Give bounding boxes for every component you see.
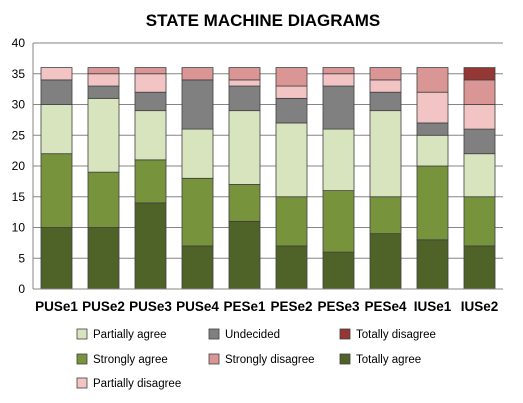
legend-swatch [76,328,88,340]
y-tick-label: 25 [12,128,26,142]
bar-segment [87,227,120,290]
bar-segment [228,220,261,290]
bar-segment [416,91,449,124]
legend-label: Strongly agree [93,354,168,366]
legend-swatch [208,353,220,365]
y-tick-label: 20 [12,159,26,173]
x-tick-label: PESe2 [270,299,312,314]
x-tick-label: IUSe1 [414,299,452,314]
bar-segment [369,233,402,290]
bar-segment [228,85,261,112]
bar-segment [134,91,167,112]
bar-segment [369,91,402,112]
bar-segment [40,79,73,105]
legend-label: Totally agree [356,354,421,366]
y-axis-ticks: 0 5 10 15 20 25 30 35 40 [12,36,26,296]
x-axis-ticks: PUSe1 PUSe2 PUSe3 PUSe4 PESe1 PESe2 PESe3 PESe4… [35,299,498,314]
legend-label: Partially disagree [93,378,181,390]
axes [32,43,503,290]
bar-segment [228,110,261,185]
bar-segment [87,171,120,228]
x-tick-label: PUSe2 [82,299,125,314]
bar-segment [463,67,496,81]
legend-swatch [76,377,88,389]
bar-segment [416,239,449,290]
bar-segment [416,122,449,136]
bar-segment [134,202,167,290]
x-tick-label: PUSe1 [35,299,78,314]
bar-segment [181,128,214,179]
bar-segment [134,159,167,204]
bar-segment [134,110,167,161]
bar-segment [322,85,355,130]
bar-segment [369,79,402,93]
bar-segment [181,79,214,130]
bar-segment [87,73,120,87]
x-tick-label: IUSe2 [461,299,499,314]
y-tick-label: 5 [18,251,25,265]
legend-label: Strongly disagree [225,354,315,366]
bar-segment [134,73,167,93]
bar-segment [322,190,355,253]
bar-segment [463,245,496,290]
bar-segment [463,128,496,155]
x-tick-label: PESe3 [317,299,360,314]
bar-segment [228,67,261,81]
bar-segment [463,104,496,130]
bar-segment [275,67,308,87]
x-tick-label: PESe4 [364,299,407,314]
y-tick-label: 15 [12,190,26,204]
y-tick-label: 40 [12,36,26,50]
legend-swatch [208,328,220,340]
bar-segment [181,245,214,290]
bar-segment [134,67,167,75]
legend: Partially agree Undecided Totally disagree… [76,328,436,390]
chart-title: STATE MACHINE DIAGRAMS [146,11,381,30]
legend-swatch [76,353,88,365]
bar-segment [181,177,214,247]
legend-label: Totally disagree [356,329,436,341]
bar-segment [369,196,402,235]
legend-swatch [339,328,351,340]
bar-segment [369,110,402,198]
y-tick-label: 10 [12,221,26,235]
bar-segment [463,79,496,105]
bars [40,67,496,290]
bar-segment [87,97,120,173]
legend-label: Partially agree [93,329,167,341]
x-tick-label: PUSe4 [176,299,219,314]
legend-swatch [339,353,351,365]
bar-segment [322,73,355,87]
bar-segment [416,134,449,167]
bar-segment [40,153,73,228]
y-tick-label: 0 [18,282,25,296]
bar-segment [40,227,73,290]
bar-segment [416,67,449,93]
x-tick-label: PUSe3 [129,299,172,314]
bar-segment [228,184,261,222]
bar-segment [322,251,355,290]
bar-segment [275,122,308,198]
legend-label: Undecided [225,329,280,341]
bar-segment [275,97,308,124]
y-tick-label: 35 [12,67,26,81]
bar-segment [181,67,214,81]
bar-segment [322,128,355,192]
bar-segment [87,85,120,99]
y-tick-label: 30 [12,98,26,112]
bar-segment [463,153,496,198]
bar-segment [369,67,402,81]
bar-segment [275,196,308,247]
bar-segment [40,104,73,155]
x-tick-label: PESe1 [223,299,266,314]
bar-segment [40,67,73,81]
bar-segment [463,196,496,247]
bar-segment [275,245,308,290]
bar-segment [87,67,120,75]
bar-segment [275,85,308,99]
bar-segment [416,165,449,241]
bar-segment [322,67,355,75]
bar-segment [228,79,261,87]
